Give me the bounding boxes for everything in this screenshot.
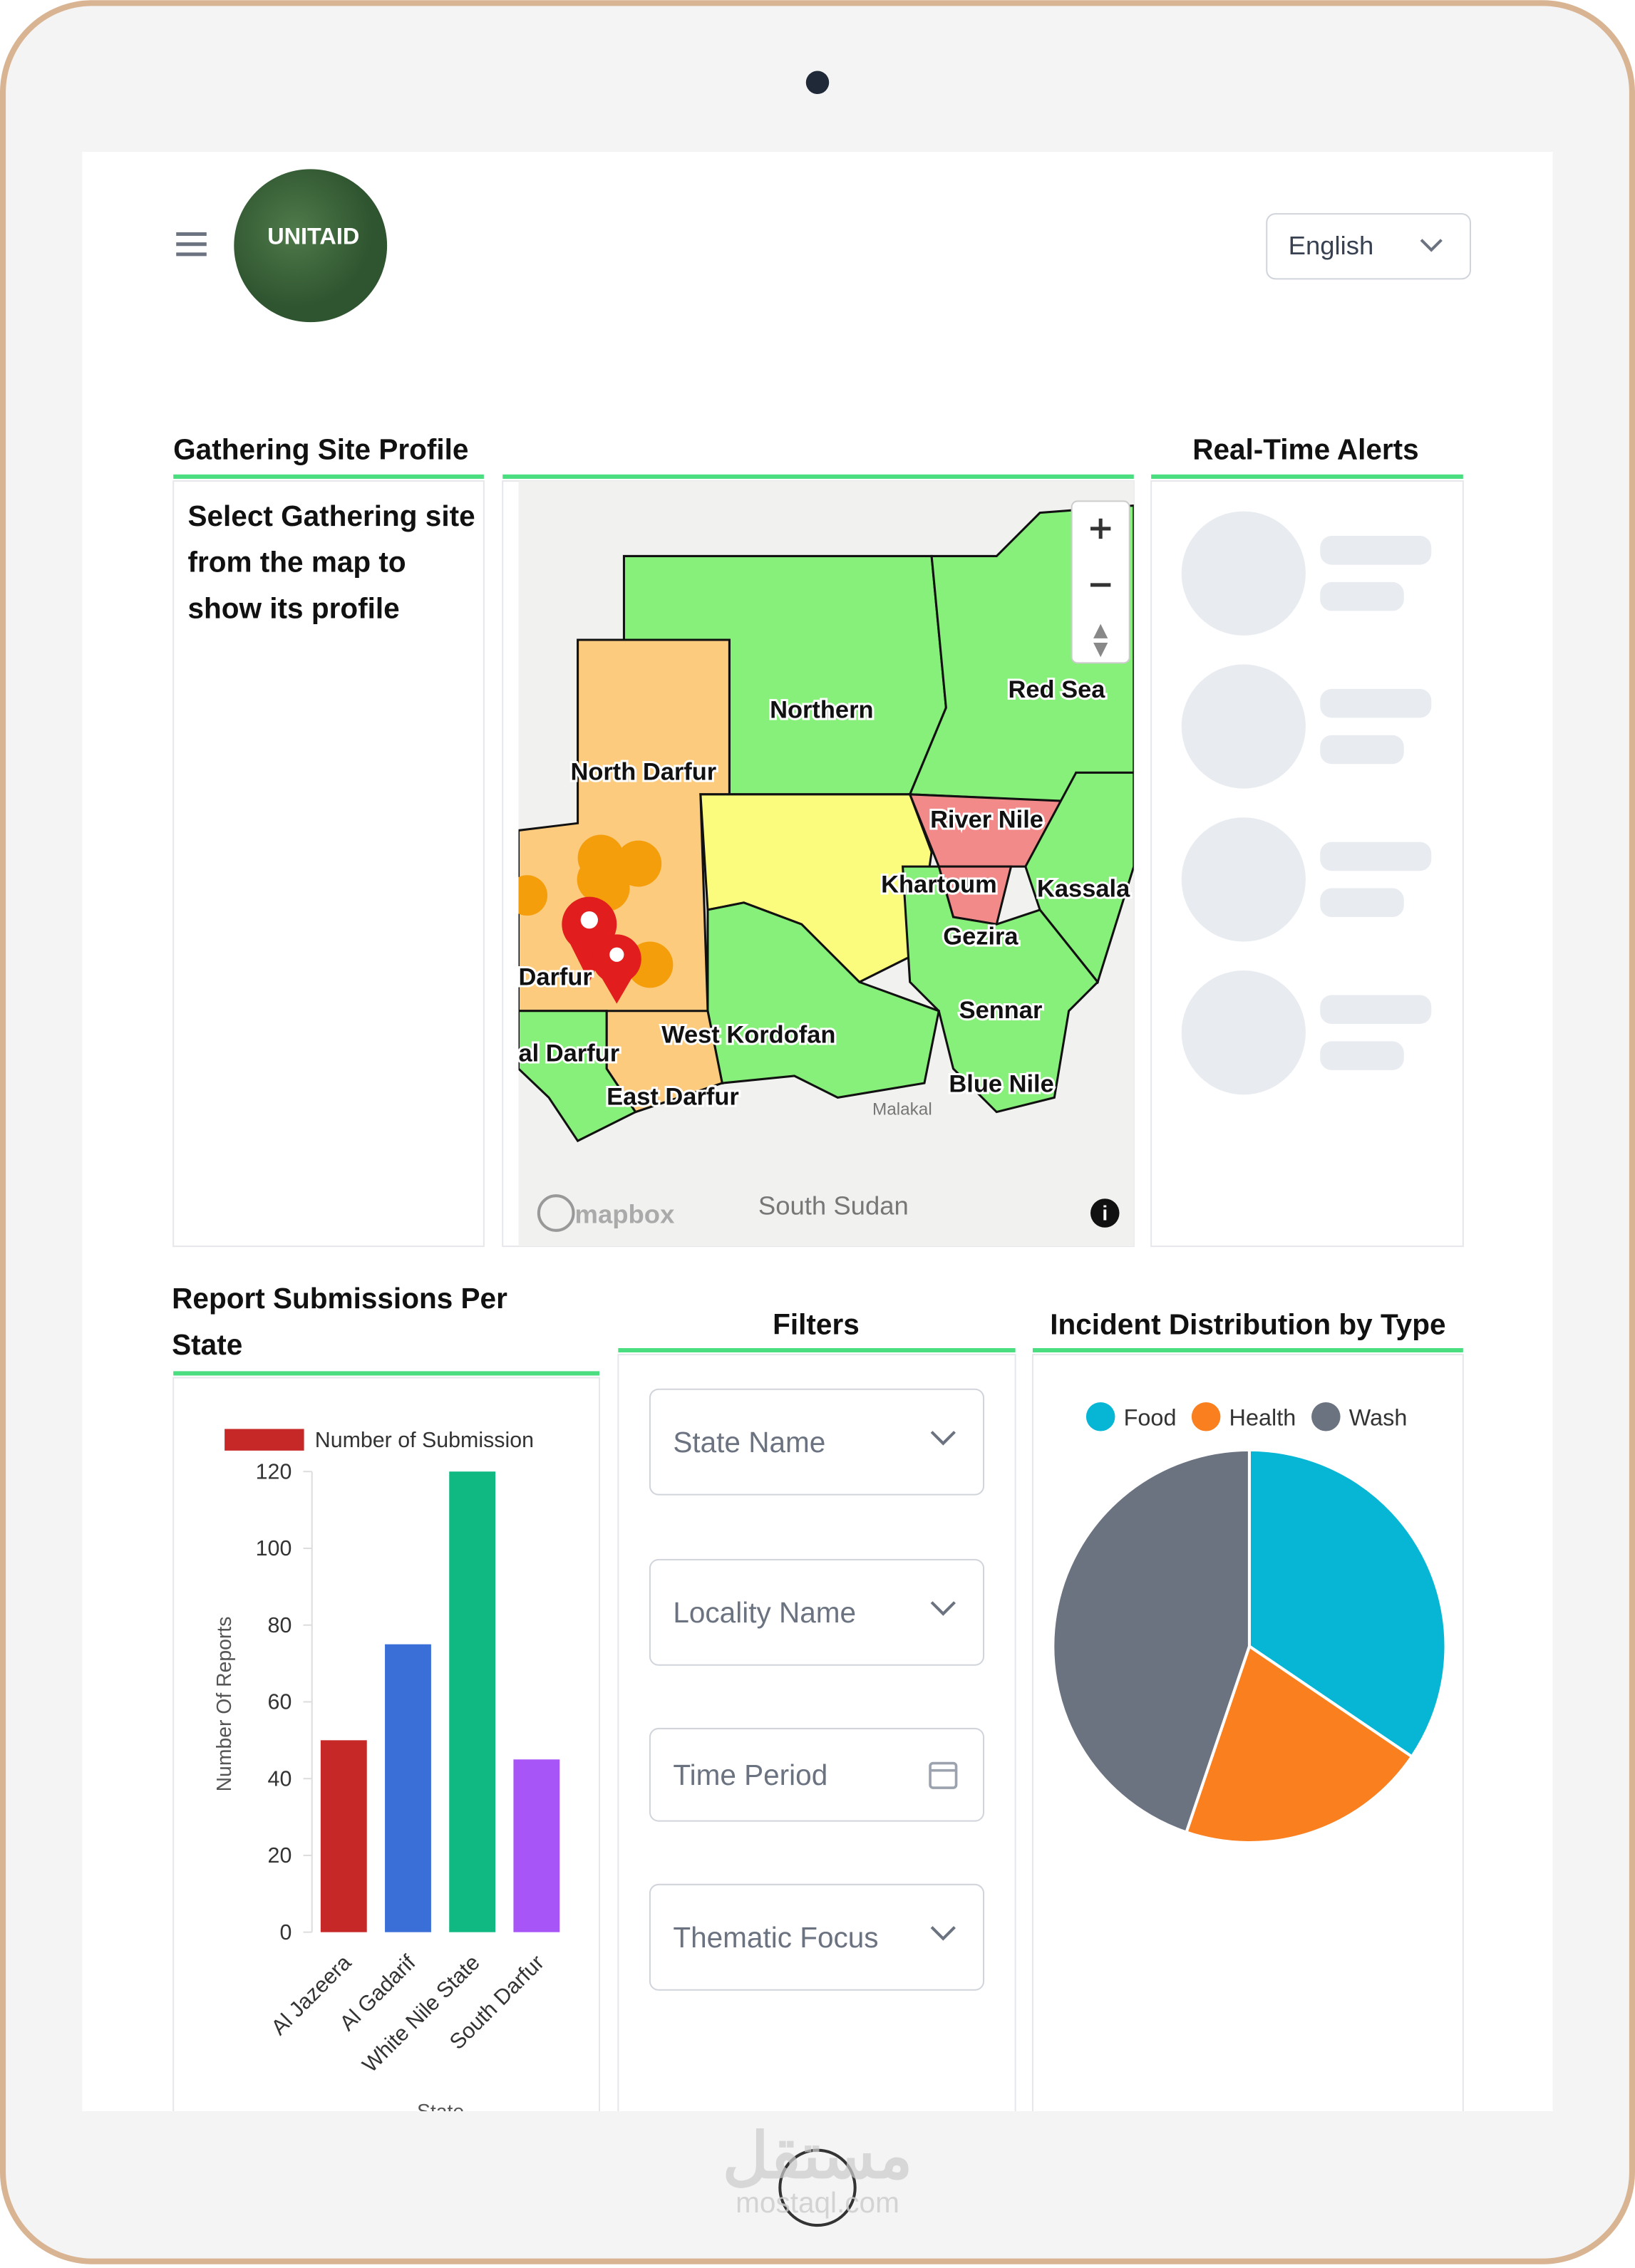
skeleton-avatar — [1181, 817, 1306, 942]
map-label: River Nile — [930, 806, 1043, 833]
y-tick-label: 100 — [256, 1536, 292, 1560]
filter-field[interactable] — [649, 1727, 985, 1822]
filter-placeholder: State Name — [673, 1426, 825, 1459]
map-label: West Kordofan — [661, 1021, 835, 1048]
skeleton-line — [1320, 842, 1432, 871]
skeleton-avatar — [1181, 970, 1306, 1095]
skeleton-avatar — [1181, 511, 1306, 636]
skeleton-line — [1320, 688, 1432, 718]
home-button[interactable] — [778, 2148, 857, 2227]
chevron — [1420, 239, 1443, 252]
legend-label: Food — [1124, 1404, 1177, 1430]
state-polygons — [518, 504, 1134, 1143]
zoom-control[interactable] — [1071, 500, 1130, 664]
info-button[interactable] — [1090, 1198, 1120, 1228]
map-label: Khartoum — [881, 871, 997, 899]
y-tick-label: 20 — [268, 1843, 292, 1868]
panel-title: Report Submissions Per State — [172, 1283, 507, 1362]
map-label: South Sudan — [758, 1191, 909, 1221]
panel-title: Incident Distribution by Type — [1050, 1308, 1445, 1341]
map-label: Sennar — [959, 997, 1043, 1024]
map-label: Northern — [770, 696, 873, 723]
map-label: North Darfur — [570, 759, 716, 786]
skeleton-line — [1320, 995, 1432, 1025]
panel-title: Real-Time Alerts — [1192, 433, 1419, 466]
bar — [449, 1471, 496, 1932]
logo-text: UNITAID — [267, 224, 359, 249]
legend-swatch — [1085, 1402, 1115, 1431]
mapbox-logo — [537, 1194, 575, 1232]
map-label: Gezira — [943, 923, 1018, 951]
site-markers[interactable] — [507, 834, 674, 1004]
map-label: Malakal — [872, 1100, 932, 1119]
chevron — [930, 1431, 956, 1446]
legend-swatch — [225, 1429, 304, 1451]
menu-button[interactable] — [176, 232, 207, 257]
map[interactable]: Northern Red Sea North Darfur River Nile Kha… — [507, 481, 1134, 1247]
legend-swatch — [1191, 1402, 1221, 1431]
filter-placeholder: Time Period — [673, 1759, 827, 1791]
zoom-icons — [1090, 518, 1111, 587]
legend-label: Health — [1229, 1404, 1296, 1430]
skeleton-avatar — [1181, 664, 1306, 789]
y-tick-label: 120 — [256, 1459, 292, 1483]
map-attribution: mapbox — [575, 1200, 676, 1229]
pie-slice — [1247, 1448, 1448, 1759]
map-label: Blue Nile — [949, 1070, 1053, 1097]
y-tick-label: 60 — [268, 1690, 292, 1714]
filters: State Name Locality Name Time Period Themat… — [649, 1388, 985, 1991]
pie-slice — [1051, 1448, 1251, 1835]
map-label: Red Sea — [1008, 676, 1105, 703]
skeleton-line — [1320, 735, 1404, 765]
language-label: English — [1289, 231, 1374, 260]
legend-label: Wash — [1349, 1404, 1408, 1430]
map-label: East Darfur — [607, 1083, 739, 1110]
compass[interactable] — [1093, 623, 1108, 658]
skeleton-line — [1320, 581, 1404, 611]
y-axis-title: Number Of Reports — [213, 1617, 236, 1792]
logo[interactable] — [234, 169, 388, 323]
filter-field[interactable] — [649, 1558, 985, 1666]
map-label: Darfur — [519, 963, 592, 990]
watermark-arabic: مستقل — [723, 2120, 913, 2191]
pie-chart: Food Health Wash — [1051, 1402, 1448, 1844]
filter-field[interactable] — [649, 1883, 985, 1991]
profile-panel — [172, 480, 485, 1248]
skeleton-line — [1320, 536, 1432, 565]
panel-title: Filters — [773, 1308, 860, 1341]
filter-placeholder: Locality Name — [673, 1596, 856, 1629]
legend-label: Number of Submission — [315, 1428, 534, 1452]
calendar-icon — [929, 1761, 958, 1789]
y-tick-label: 80 — [268, 1613, 292, 1637]
camera — [805, 71, 830, 94]
skeleton-line — [1320, 1041, 1404, 1070]
bar — [513, 1759, 560, 1932]
info-icon: i — [1102, 1203, 1108, 1226]
map-label: Kassala — [1037, 876, 1130, 903]
screen: UNITAID English Gathering Site Profile S… — [82, 152, 1553, 2123]
map-label: al Darfur — [519, 1040, 620, 1067]
pie-slice — [1184, 1644, 1414, 1844]
watermark-latin: mostaql.com — [736, 2186, 899, 2219]
profile-message: Select Gathering site from the map to sh… — [187, 501, 475, 626]
bar — [385, 1644, 431, 1932]
language-select[interactable] — [1266, 213, 1471, 280]
filter-field[interactable] — [649, 1388, 985, 1496]
bar — [320, 1740, 367, 1932]
y-tick-label: 40 — [268, 1766, 292, 1791]
chevron — [930, 1601, 956, 1616]
x-axis-title: State — [417, 2101, 464, 2123]
y-tick-label: 0 — [279, 1920, 292, 1945]
legend-swatch — [1311, 1402, 1341, 1431]
panel-title: Gathering Site Profile — [173, 433, 468, 466]
skeleton-line — [1320, 888, 1404, 918]
filter-placeholder: Thematic Focus — [673, 1921, 878, 1954]
chevron — [930, 1926, 956, 1941]
alerts-skeleton — [1181, 511, 1432, 1095]
